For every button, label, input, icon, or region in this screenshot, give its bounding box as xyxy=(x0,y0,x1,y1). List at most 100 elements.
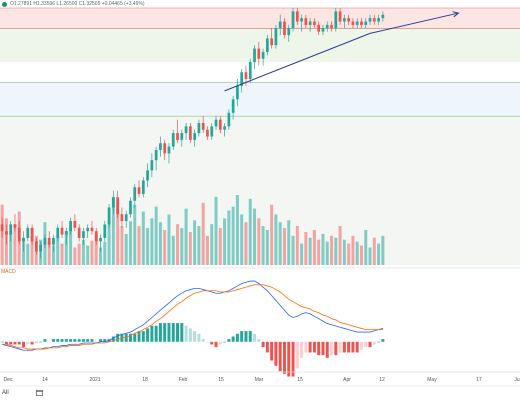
volume-bar xyxy=(265,230,269,265)
candle-body xyxy=(372,18,376,22)
volume-bar xyxy=(176,224,180,265)
x-tick-label: Dec xyxy=(4,377,13,383)
candle-body xyxy=(111,197,115,208)
volume-bar xyxy=(248,198,252,265)
candle-body xyxy=(64,231,68,235)
macd-histogram-bar xyxy=(133,333,137,342)
macd-histogram-bar xyxy=(146,328,150,342)
macd-histogram-bar xyxy=(103,339,107,342)
ohlc-values: O1.27891 H1.33596 L1.26500 C1.32505 +0.0… xyxy=(10,1,145,7)
macd-histogram-bar xyxy=(99,339,103,342)
volume-bar xyxy=(197,226,201,265)
macd-histogram-bar xyxy=(124,333,128,342)
macd-histogram-bar xyxy=(17,341,21,345)
macd-histogram-bar xyxy=(355,341,359,353)
macd-histogram-bar xyxy=(240,331,244,342)
indicator-label[interactable]: MACD xyxy=(1,269,16,275)
macd-histogram-bar xyxy=(154,325,158,342)
calendar-icon[interactable] xyxy=(36,389,43,396)
candle-body xyxy=(257,48,261,59)
volume-bar xyxy=(103,241,107,265)
volume-bar xyxy=(223,218,227,265)
macd-histogram-bar xyxy=(214,341,218,348)
macd-histogram-bar xyxy=(171,323,175,342)
volume-bar xyxy=(137,226,141,265)
candle-body xyxy=(265,38,269,52)
volume-bar xyxy=(270,204,274,265)
candle-body xyxy=(176,133,179,140)
candle-body xyxy=(120,214,124,222)
macd-histogram-bar xyxy=(334,341,338,356)
macd-histogram-bar xyxy=(372,341,376,345)
trendline xyxy=(224,32,371,92)
volume-bar xyxy=(141,211,145,265)
candle-body xyxy=(295,11,299,22)
timeframe-all-button[interactable]: All xyxy=(2,390,9,396)
macd-histogram-bar xyxy=(248,331,252,342)
macd-histogram-bar xyxy=(278,341,282,372)
volume-bar xyxy=(133,204,137,265)
candle-body xyxy=(201,122,205,130)
macd-histogram-bar xyxy=(86,339,90,342)
x-tick-label: 12 xyxy=(379,377,385,383)
candle-body xyxy=(116,197,120,215)
trend-arrowhead xyxy=(452,11,460,18)
x-tick-label: Ju xyxy=(514,377,520,383)
candle-body xyxy=(193,133,197,140)
volume-bar xyxy=(171,235,175,265)
volume-bar xyxy=(184,208,188,265)
volume-bar xyxy=(167,214,171,265)
volume-bar xyxy=(278,222,282,265)
macd-histogram-bar xyxy=(287,341,291,377)
volume-bar xyxy=(128,221,132,265)
candle-body xyxy=(39,244,43,252)
macd-line xyxy=(2,280,383,351)
candle-body xyxy=(22,237,25,242)
macd-histogram-bar xyxy=(205,341,209,343)
candle-body xyxy=(77,227,81,238)
volume-bar xyxy=(381,235,385,265)
candle-body xyxy=(347,18,351,22)
candle-body xyxy=(278,21,282,29)
candle-body xyxy=(107,207,111,225)
volume-bar xyxy=(30,228,34,265)
candle-body xyxy=(13,224,17,228)
macd-histogram-bar xyxy=(180,323,184,342)
candle-body xyxy=(137,187,141,194)
volume-bar xyxy=(364,230,368,265)
candle-body xyxy=(206,129,209,137)
macd-histogram-bar xyxy=(43,339,47,342)
x-tick-label: 15 xyxy=(297,377,303,383)
macd-histogram-bar xyxy=(141,331,145,342)
candle-body xyxy=(94,231,98,242)
macd-histogram-bar xyxy=(184,325,188,342)
volume-bar xyxy=(193,220,197,265)
candle-body xyxy=(26,227,30,238)
ohlc-header: O1.27891 H1.33596 L1.26500 C1.32505 +0.0… xyxy=(2,1,145,7)
volume-bar xyxy=(154,206,158,265)
candle-body xyxy=(321,28,325,32)
volume-bar xyxy=(201,202,205,265)
macd-histogram-bar xyxy=(308,341,312,353)
macd-histogram-bar xyxy=(201,339,205,342)
candle-body xyxy=(184,126,188,134)
macd-histogram-bar xyxy=(116,333,120,342)
candle-body xyxy=(103,224,107,238)
macd-histogram-bar xyxy=(377,341,381,343)
candle-body xyxy=(56,227,60,238)
macd-histogram-bar xyxy=(295,341,299,369)
volume-bar xyxy=(330,235,334,265)
x-tick-label: 15 xyxy=(218,377,224,383)
volume-bar xyxy=(9,230,13,265)
volume-bar xyxy=(338,226,342,265)
volume-bar xyxy=(372,237,376,265)
macd-histogram-bar xyxy=(347,341,351,353)
macd-histogram-bar xyxy=(321,341,325,356)
macd-histogram-bar xyxy=(381,339,385,342)
volume-bar xyxy=(368,247,372,265)
candle-body xyxy=(304,18,308,25)
candle-body xyxy=(9,224,13,235)
macd-histogram-bar xyxy=(94,341,98,343)
